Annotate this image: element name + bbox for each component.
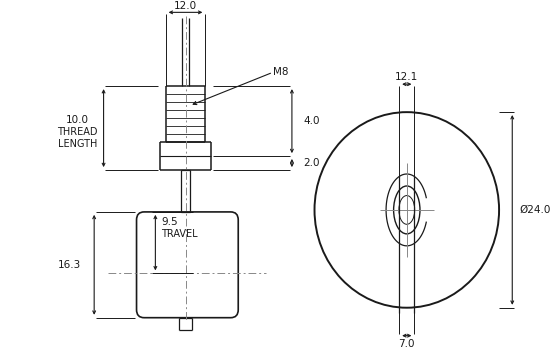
Text: 12.1: 12.1 xyxy=(395,72,418,82)
Ellipse shape xyxy=(399,196,415,224)
Ellipse shape xyxy=(393,186,420,234)
Text: TRAVEL: TRAVEL xyxy=(161,229,198,239)
Text: LENGTH: LENGTH xyxy=(57,139,97,149)
FancyBboxPatch shape xyxy=(137,212,238,318)
Text: 9.5: 9.5 xyxy=(161,217,177,227)
Text: Ø24.0: Ø24.0 xyxy=(520,205,551,215)
Text: THREAD: THREAD xyxy=(57,127,98,137)
Text: 10.0: 10.0 xyxy=(66,115,89,125)
Text: 7.0: 7.0 xyxy=(398,339,415,349)
Text: M8: M8 xyxy=(273,67,289,77)
Text: 4.0: 4.0 xyxy=(303,116,320,126)
Circle shape xyxy=(315,112,499,308)
Text: 2.0: 2.0 xyxy=(303,158,320,168)
Text: 16.3: 16.3 xyxy=(58,260,81,270)
Text: 12.0: 12.0 xyxy=(174,1,197,11)
